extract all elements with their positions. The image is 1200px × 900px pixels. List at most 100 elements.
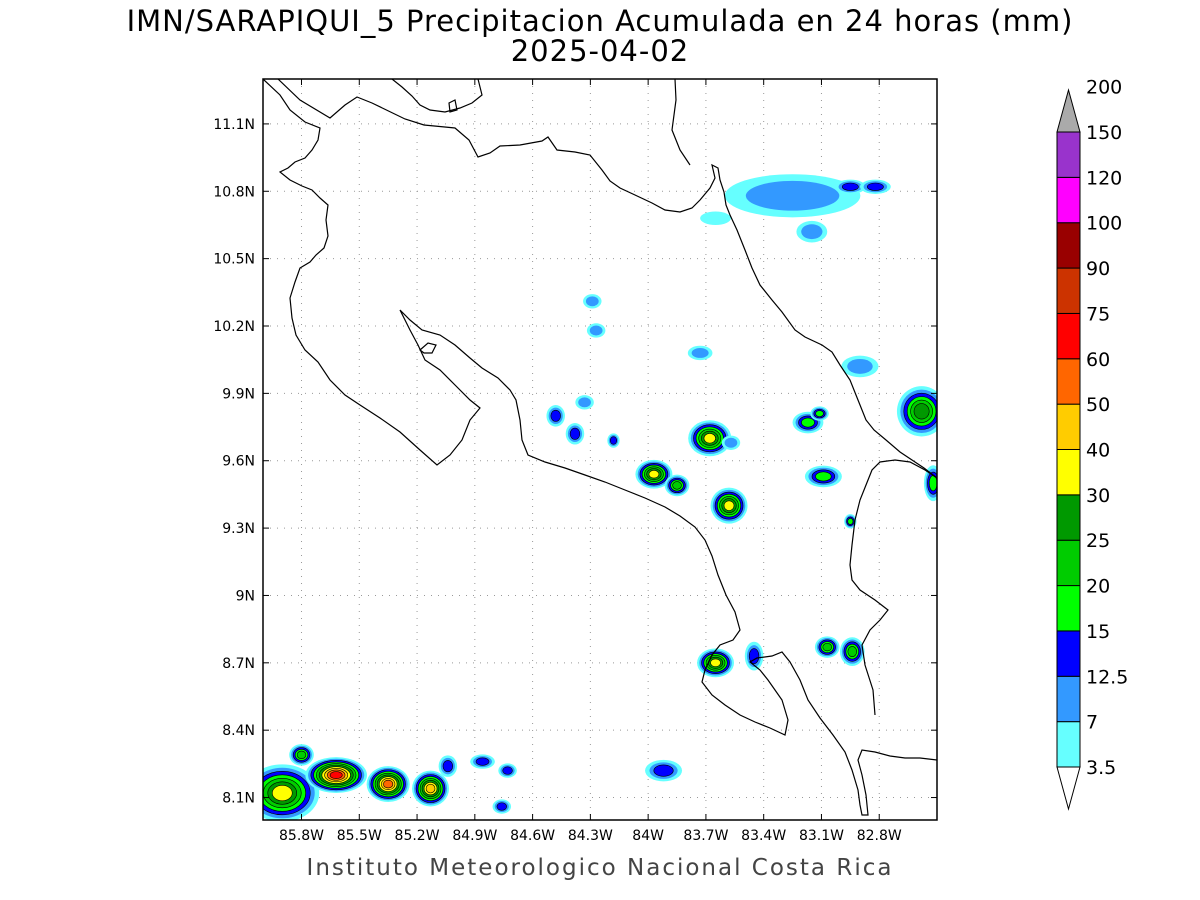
precip-cell: [492, 799, 512, 814]
precip-cell: [635, 459, 673, 489]
lon-tick-label: 84.9W: [452, 828, 497, 844]
precip-cell: [804, 465, 842, 488]
precip-cell: [289, 744, 314, 766]
precip-contour: [700, 211, 731, 225]
coastline-pacific: [263, 79, 937, 816]
precip-cell: [844, 514, 857, 529]
precip-cell: [697, 648, 735, 678]
precip-contour: [589, 325, 603, 336]
colorbar-label: 50: [1086, 394, 1110, 416]
precip-cell: [470, 754, 495, 769]
precip-cell: [498, 763, 517, 778]
lat-tick-label: 9.3N: [222, 521, 255, 537]
precip-cell: [565, 423, 585, 445]
precip-contour: [723, 500, 735, 511]
precip-cell: [305, 757, 367, 794]
precip-contour: [724, 437, 738, 448]
precip-cell: [664, 474, 690, 497]
lat-tick-label: 10.2N: [213, 319, 255, 335]
precip-cell: [687, 345, 713, 361]
precip-contour: [502, 766, 513, 775]
coastline: [263, 79, 937, 816]
lat-tick-label: 10.5N: [213, 252, 255, 268]
colorbar-label: 200: [1086, 77, 1122, 99]
lat-tick-label: 8.7N: [222, 656, 255, 672]
precip-contour: [913, 403, 930, 420]
lat-tick-label: 8.4N: [222, 723, 255, 739]
precip-contour: [653, 764, 674, 777]
precip-cell: [839, 637, 865, 666]
precip-contour: [271, 784, 293, 802]
precip-contour: [442, 760, 454, 773]
precip-cell: [810, 406, 829, 421]
precip-cell: [700, 211, 731, 225]
lon-tick-label: 85.5W: [337, 828, 382, 844]
colorbar-swatch: [1056, 539, 1081, 587]
precip-contour: [801, 417, 815, 428]
map-title: IMN/SARAPIQUI_5 Precipitacion Acumulada …: [126, 4, 1074, 38]
coastline-island: [448, 99, 458, 113]
precip-contour: [648, 470, 660, 479]
colorbar-swatch: [1056, 267, 1081, 314]
precip-cell: [645, 759, 683, 782]
precip-cell: [438, 755, 458, 777]
precip-cell: [583, 294, 602, 309]
precip-cell: [841, 355, 879, 378]
precip-cell: [814, 636, 840, 658]
colorbar-swatch: [1056, 358, 1081, 405]
precip-contour: [383, 779, 394, 789]
coastline-lake-nicaragua: [391, 79, 483, 113]
colorbar-swatch: [1056, 176, 1081, 224]
coastline-panama-border: [849, 459, 937, 716]
precip-contour: [691, 347, 709, 358]
colorbar-label: 7: [1086, 712, 1098, 734]
colorbar-swatch: [1056, 222, 1081, 269]
precip-cell: [834, 179, 866, 194]
lon-tick-label: 83.4W: [741, 828, 786, 844]
lon-tick-label: 82.8W: [857, 828, 902, 844]
lat-tick-label: 9.6N: [222, 454, 255, 470]
colorbar-label: 90: [1086, 258, 1110, 280]
colorbar-swatch: [1056, 131, 1081, 178]
lat-tick-label: 10.8N: [213, 184, 255, 200]
colorbar-label: 12.5: [1086, 666, 1128, 688]
precipitation-field: [263, 174, 937, 820]
precip-contour: [847, 358, 873, 374]
colorbar-label: 150: [1086, 122, 1122, 144]
colorbar-label: 60: [1086, 349, 1110, 371]
lat-tick-label: 9.9N: [222, 386, 255, 402]
colorbar-swatch: [1056, 675, 1081, 723]
precip-cell: [796, 220, 828, 243]
colorbar-label: 3.5: [1086, 757, 1116, 779]
colorbar-label: 20: [1086, 576, 1110, 598]
precip-cell: [586, 323, 606, 338]
lat-tick-label: 11.1N: [213, 117, 255, 133]
colorbar-swatch: [1056, 585, 1081, 632]
map-date: 2025-04-02: [510, 34, 690, 68]
precip-cell: [744, 641, 764, 671]
precip-cell: [724, 174, 861, 218]
precip-contour: [496, 802, 507, 811]
colorbar: 3.5 7 12.5 15 20 25 30 40 50 60 75 90 100 120 150 200: [1056, 77, 1128, 811]
precip-contour: [748, 648, 760, 664]
precip-contour: [550, 409, 561, 422]
lon-tick-label: 84.6W: [510, 828, 555, 844]
precip-contour: [296, 750, 307, 760]
colorbar-max-arrow: [1056, 88, 1081, 133]
precip-contour: [841, 182, 859, 191]
precip-cell: [688, 420, 732, 457]
colorbar-swatch: [1056, 403, 1081, 450]
precip-cell: [710, 487, 748, 524]
colorbar-swatch: [1056, 630, 1081, 677]
lon-tick-label: 83.1W: [799, 828, 844, 844]
coastline-north: [277, 79, 937, 479]
latitude-axis: 11.1N 10.8N 10.5N 10.2N 9.9N 9.6N 9.3N 9N 8.7N 8.…: [213, 117, 937, 807]
precip-cell: [263, 764, 320, 820]
precip-contour: [569, 427, 581, 440]
precip-cell: [546, 405, 565, 427]
precip-contour: [425, 783, 436, 794]
precip-cell: [721, 435, 741, 450]
colorbar-label: 100: [1086, 213, 1122, 235]
lon-tick-label: 83.7W: [683, 828, 728, 844]
